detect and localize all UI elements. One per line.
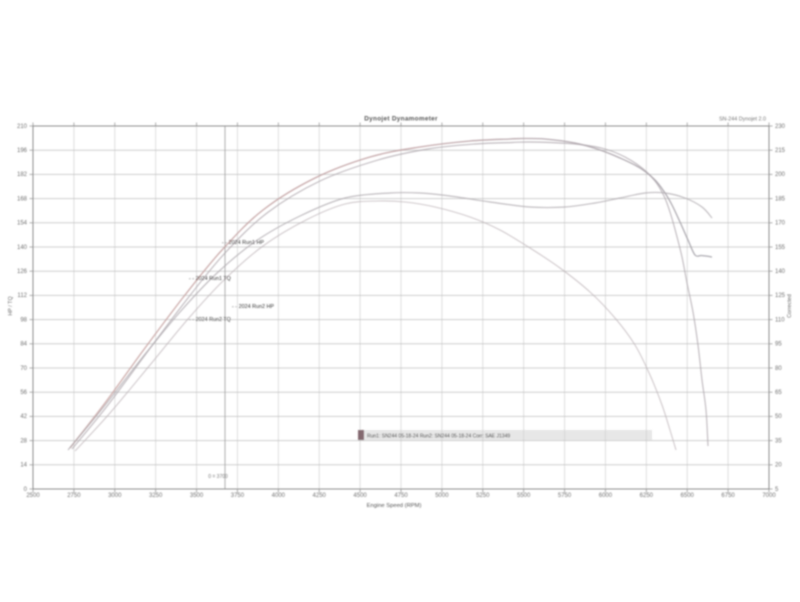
svg-text:3500: 3500	[190, 493, 204, 499]
svg-text:5250: 5250	[476, 493, 490, 499]
svg-text:HP / TQ: HP / TQ	[8, 296, 14, 315]
svg-text:2750: 2750	[67, 493, 81, 499]
svg-text:0: 0	[24, 487, 28, 493]
svg-text:98: 98	[20, 317, 27, 323]
svg-text:5: 5	[775, 487, 779, 493]
svg-text:- - 2024 Run1 TQ: - - 2024 Run1 TQ	[189, 276, 231, 282]
svg-text:28: 28	[20, 438, 27, 444]
svg-text:230: 230	[775, 124, 786, 130]
svg-text:7000: 7000	[762, 493, 776, 499]
svg-text:SN-244 Dynojet 2.0: SN-244 Dynojet 2.0	[719, 117, 766, 123]
svg-text:155: 155	[775, 245, 786, 251]
svg-text:84: 84	[20, 342, 27, 348]
svg-text:210: 210	[17, 124, 28, 130]
svg-text:170: 170	[775, 221, 786, 227]
svg-text:Corrected: Corrected	[787, 294, 793, 318]
svg-text:6500: 6500	[681, 493, 695, 499]
svg-text:110: 110	[775, 317, 785, 323]
svg-text:4750: 4750	[394, 493, 408, 499]
svg-text:182: 182	[17, 172, 28, 178]
svg-text:6250: 6250	[640, 493, 654, 499]
svg-text:196: 196	[17, 148, 28, 154]
svg-text:35: 35	[775, 438, 782, 444]
svg-text:5000: 5000	[435, 493, 449, 499]
svg-text:14: 14	[20, 463, 27, 469]
svg-text:3000: 3000	[108, 493, 122, 499]
svg-text:3750: 3750	[231, 493, 245, 499]
svg-text:Dynojet Dynamometer: Dynojet Dynamometer	[364, 116, 438, 123]
svg-text:4500: 4500	[353, 493, 367, 499]
svg-text:Run1: SN244 05-18-24 Run2: S: Run1: SN244 05-18-24 Run2: SN244 05-18-2…	[367, 434, 510, 440]
svg-text:112: 112	[17, 293, 27, 299]
svg-text:2500: 2500	[26, 493, 40, 499]
svg-text:- - 2024 Run2 HP: - - 2024 Run2 HP	[232, 304, 274, 310]
svg-text:4000: 4000	[272, 493, 286, 499]
svg-text:56: 56	[20, 390, 27, 396]
svg-text:42: 42	[20, 414, 27, 420]
svg-text:126: 126	[17, 269, 28, 275]
svg-text:140: 140	[17, 245, 28, 251]
svg-text:6750: 6750	[721, 493, 735, 499]
svg-text:Engine Speed (RPM): Engine Speed (RPM)	[367, 503, 422, 509]
svg-text:168: 168	[17, 196, 28, 202]
svg-text:140: 140	[775, 269, 786, 275]
svg-text:70: 70	[20, 366, 27, 372]
svg-text:- - 2024 Run1 HP: - - 2024 Run1 HP	[222, 240, 264, 246]
svg-text:- - 2024 Run2 TQ: - - 2024 Run2 TQ	[189, 317, 231, 323]
svg-text:4250: 4250	[313, 493, 327, 499]
svg-text:0 = 3700: 0 = 3700	[208, 474, 228, 480]
svg-text:5750: 5750	[558, 493, 572, 499]
svg-text:65: 65	[775, 390, 782, 396]
svg-text:5500: 5500	[517, 493, 531, 499]
svg-text:125: 125	[775, 293, 786, 299]
svg-text:80: 80	[775, 366, 782, 372]
svg-text:185: 185	[775, 196, 786, 202]
svg-text:95: 95	[775, 342, 782, 348]
svg-text:154: 154	[17, 221, 28, 227]
svg-text:50: 50	[775, 414, 782, 420]
svg-text:215: 215	[775, 148, 786, 154]
svg-text:6000: 6000	[599, 493, 613, 499]
svg-text:3250: 3250	[149, 493, 163, 499]
svg-text:200: 200	[775, 172, 786, 178]
svg-text:20: 20	[775, 463, 782, 469]
